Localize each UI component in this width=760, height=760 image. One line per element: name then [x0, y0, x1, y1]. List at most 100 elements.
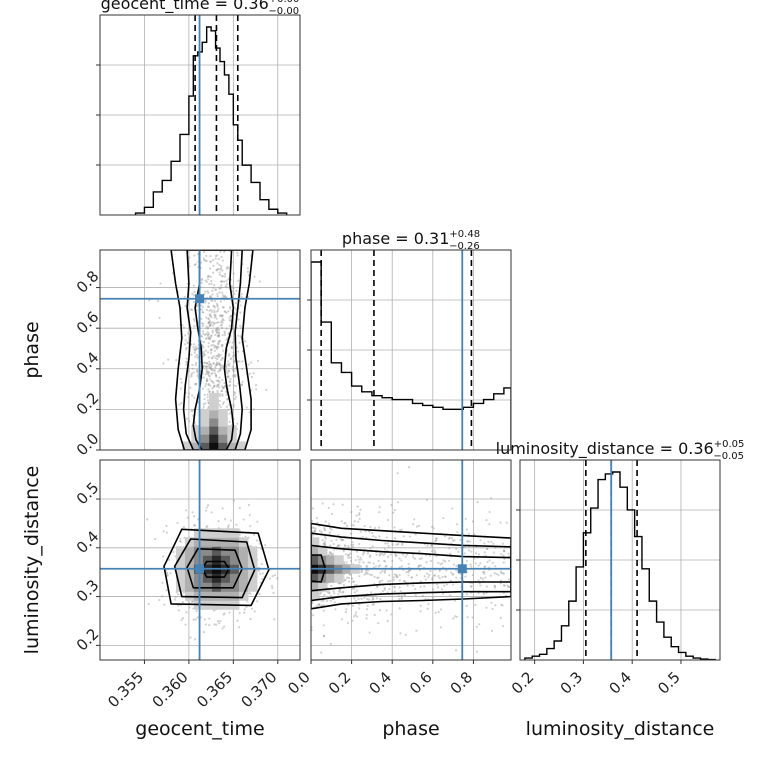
sample-point	[223, 250, 226, 254]
sample-point	[208, 324, 211, 328]
sample-point	[213, 372, 217, 375]
sample-point	[213, 346, 216, 349]
sample-point	[502, 554, 505, 557]
sample-point	[208, 617, 211, 620]
sample-point	[313, 530, 316, 533]
sample-point	[259, 572, 262, 575]
sample-point	[192, 284, 195, 287]
sample-point	[358, 575, 361, 578]
sample-point	[203, 618, 206, 621]
sample-point	[384, 542, 387, 545]
sample-point	[252, 372, 255, 375]
sample-point	[377, 526, 381, 529]
sample-point	[490, 601, 493, 604]
sample-point	[222, 246, 224, 248]
sample-point	[332, 552, 335, 555]
sample-point	[344, 544, 347, 547]
sample-point	[351, 619, 354, 622]
sample-point	[231, 369, 234, 372]
sample-point	[494, 604, 497, 607]
sample-point	[216, 358, 219, 361]
sample-point	[192, 318, 196, 321]
sample-point	[395, 554, 398, 557]
sample-point	[429, 569, 432, 573]
sample-point	[492, 542, 495, 546]
sample-point	[455, 569, 458, 572]
density-cell	[211, 528, 222, 538]
sample-point	[502, 549, 505, 552]
sample-point	[393, 586, 396, 589]
sample-point	[358, 542, 361, 546]
sample-point	[228, 316, 231, 319]
sample-point	[485, 547, 489, 551]
x-axis-label-luminosity_distance: luminosity_distance	[526, 718, 715, 740]
density-cell	[209, 425, 219, 435]
sample-point	[216, 267, 219, 271]
sample-point	[179, 387, 183, 390]
y-tick-label-luminosity_distance: 0.3	[73, 576, 103, 606]
sample-point	[421, 594, 425, 597]
sample-point	[209, 260, 212, 263]
sample-point	[216, 292, 219, 296]
sample-point	[443, 584, 446, 587]
sample-point	[186, 341, 189, 344]
sample-point	[232, 351, 235, 354]
sample-point	[419, 604, 422, 607]
sample-point	[193, 263, 197, 267]
sample-point	[225, 393, 228, 396]
sample-point	[220, 364, 223, 367]
sample-point	[320, 651, 323, 654]
sample-point	[454, 615, 457, 618]
sample-point	[212, 344, 215, 347]
sample-point	[500, 603, 503, 606]
sample-point	[371, 545, 374, 548]
sample-point	[191, 600, 194, 604]
sample-point	[211, 371, 214, 375]
sample-point	[208, 177, 210, 179]
sample-point	[210, 308, 213, 311]
density-cell	[218, 409, 228, 419]
sample-point	[233, 391, 236, 394]
sample-point	[210, 351, 213, 355]
sample-point	[499, 616, 502, 619]
sample-point	[202, 322, 205, 326]
sample-point	[482, 592, 485, 596]
sample-point	[258, 280, 261, 283]
sample-point	[215, 375, 218, 378]
sample-point	[379, 580, 382, 583]
sample-point	[327, 553, 330, 556]
sample-point	[241, 380, 244, 383]
sample-point	[206, 331, 209, 334]
sample-point	[346, 621, 350, 625]
sample-point	[207, 291, 210, 294]
sample-point	[177, 604, 180, 607]
sample-point	[426, 544, 429, 547]
title-main: geocent_time = 0.36	[101, 0, 269, 14]
sample-point	[218, 287, 222, 290]
sample-point	[427, 576, 430, 579]
sample-point	[225, 283, 228, 286]
sample-point	[260, 562, 263, 566]
sample-point	[191, 511, 194, 514]
histogram-luminosity_distance	[524, 471, 716, 660]
sample-point	[207, 322, 210, 325]
sample-point	[192, 371, 195, 374]
sample-point	[359, 565, 362, 568]
sample-point	[217, 384, 220, 387]
sample-point	[221, 386, 225, 389]
sample-point	[223, 272, 227, 276]
sample-point	[218, 263, 221, 267]
sample-point	[332, 542, 335, 546]
sample-point	[203, 361, 206, 364]
density-cell	[317, 582, 328, 592]
sample-point	[193, 254, 196, 257]
sample-point	[404, 633, 407, 637]
sample-point	[210, 344, 213, 347]
sample-point	[392, 576, 396, 579]
sample-point	[355, 550, 359, 553]
sample-point	[248, 411, 251, 414]
sample-point	[206, 308, 209, 312]
sample-point	[500, 571, 503, 574]
sample-point	[238, 626, 241, 629]
sample-point	[198, 246, 200, 248]
